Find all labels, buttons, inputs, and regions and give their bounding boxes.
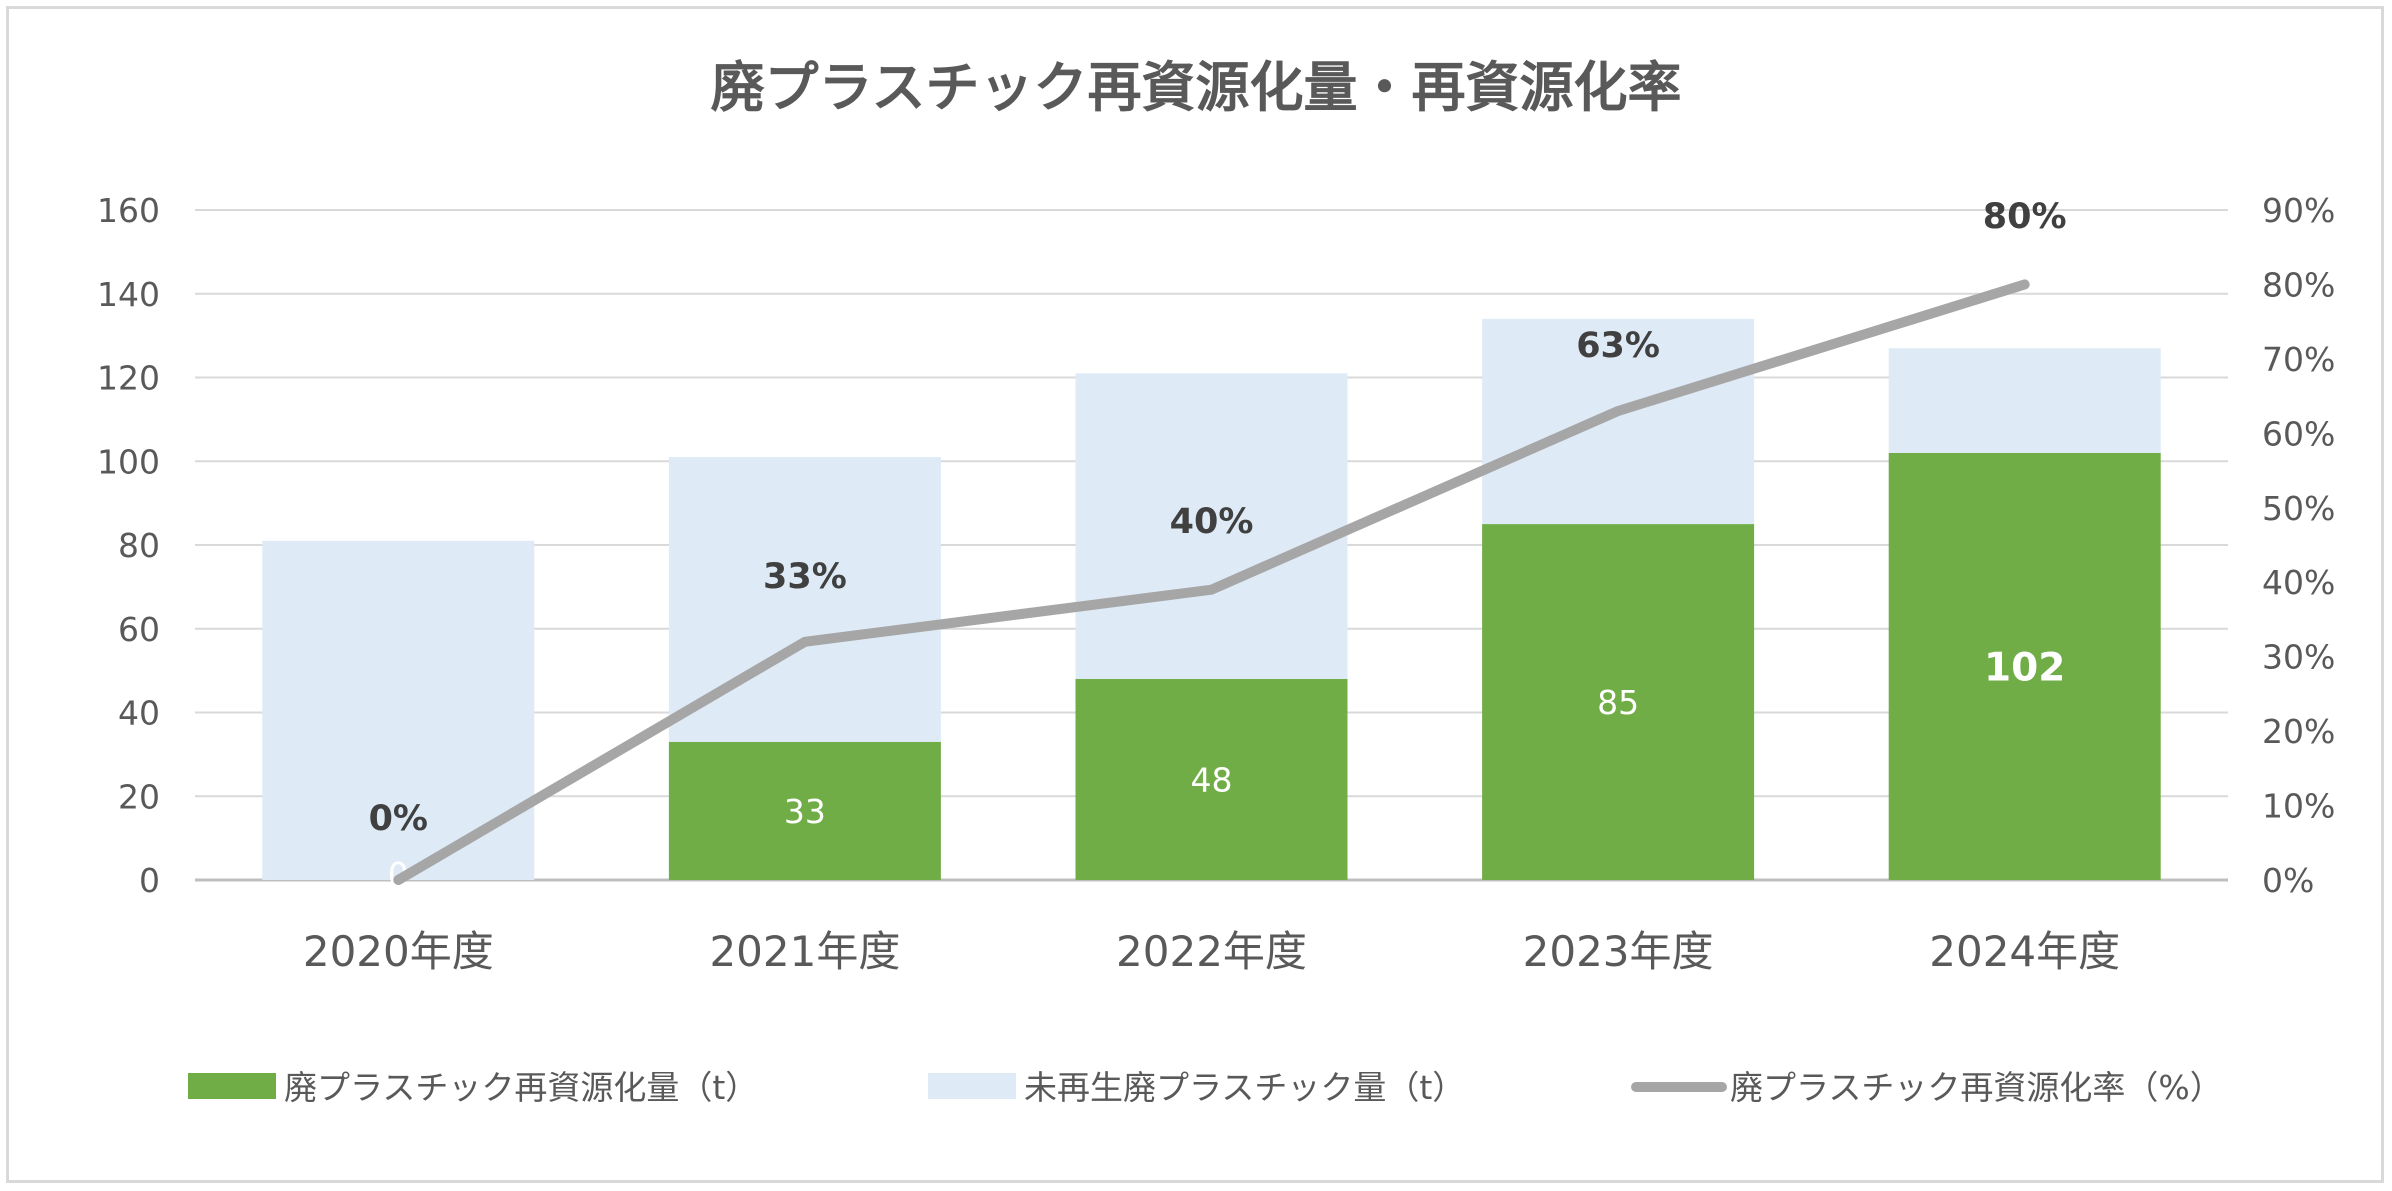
y-tick-left: 80 — [118, 526, 160, 565]
y-tick-left: 40 — [118, 694, 160, 733]
x-tick: 2024年度 — [1929, 927, 2120, 976]
bar-value-label: 85 — [1597, 683, 1639, 722]
y-tick-left: 120 — [97, 359, 160, 398]
rate-line-series — [393, 279, 2030, 885]
x-tick: 2020年度 — [303, 927, 494, 976]
y-tick-left: 60 — [118, 610, 160, 649]
rate-value-label: 40% — [1170, 502, 1254, 542]
x-axis: 2020年度 2021年度 2022年度 2023年度 2024年度 — [303, 927, 2120, 976]
y-tick-right: 10% — [2262, 787, 2335, 826]
rate-point — [1615, 408, 1622, 414]
y-tick-left: 140 — [97, 275, 160, 314]
rate-value-label: 80% — [1983, 197, 2067, 237]
legend-label-rate: 廃プラスチック再資源化率（%） — [1730, 1068, 2223, 1107]
y-tick-right: 40% — [2262, 563, 2335, 602]
y-tick-right: 90% — [2262, 191, 2335, 230]
y-tick-left: 0 — [139, 861, 160, 900]
y-tick-left: 100 — [97, 442, 160, 481]
rate-data-labels: 0% 33% 40% 63% 80% — [369, 197, 2067, 839]
legend-label-recycled: 廃プラスチック再資源化量（t） — [284, 1068, 758, 1107]
y-tick-right: 50% — [2262, 489, 2335, 528]
bar-series — [262, 318, 2161, 880]
rate-point — [1208, 586, 1215, 593]
y-tick-right: 30% — [2262, 638, 2335, 677]
rate-value-label: 63% — [1576, 326, 1660, 366]
y-axis-right: 0% 10% 20% 30% 40% 50% 60% 70% 80% 90% — [2262, 191, 2335, 900]
bar-recycled — [1888, 452, 2161, 880]
bar-value-label: 102 — [1984, 645, 2065, 690]
rate-value-label: 33% — [763, 557, 847, 597]
rate-point — [2021, 281, 2028, 288]
y-tick-left: 20 — [118, 777, 160, 816]
x-tick: 2021年度 — [709, 927, 900, 976]
y-tick-right: 60% — [2262, 414, 2335, 453]
bar-value-label: 33 — [784, 792, 826, 831]
y-tick-right: 20% — [2262, 712, 2335, 751]
y-tick-right: 70% — [2262, 340, 2335, 379]
legend-label-unrecycled: 未再生廃プラスチック量（t） — [1024, 1068, 1465, 1107]
bar-recycled — [1075, 679, 1348, 880]
x-tick: 2022年度 — [1116, 927, 1307, 976]
x-tick: 2023年度 — [1523, 927, 1714, 976]
legend-swatch-recycled — [188, 1073, 276, 1099]
y-axis-left: 0 20 40 60 80 100 120 140 160 — [97, 191, 160, 900]
bar-unrecycled — [1075, 373, 1348, 679]
y-tick-left: 160 — [97, 191, 160, 230]
legend: 廃プラスチック再資源化量（t） 未再生廃プラスチック量（t） 廃プラスチック再資源化… — [188, 1068, 2223, 1107]
bar-unrecycled — [1482, 318, 1755, 525]
y-tick-right: 0% — [2262, 861, 2314, 900]
rate-point — [801, 638, 808, 645]
y-tick-right: 80% — [2262, 265, 2335, 304]
bar-value-label: 48 — [1191, 761, 1233, 800]
rate-value-label: 0% — [369, 799, 428, 839]
rate-point — [395, 877, 402, 883]
legend-swatch-unrecycled — [928, 1073, 1016, 1099]
chart-title: 廃プラスチック再資源化量・再資源化率 — [711, 56, 1682, 119]
bar-recycled — [668, 741, 941, 880]
bar-unrecycled — [1888, 348, 2161, 453]
bar-recycled — [1482, 524, 1755, 880]
